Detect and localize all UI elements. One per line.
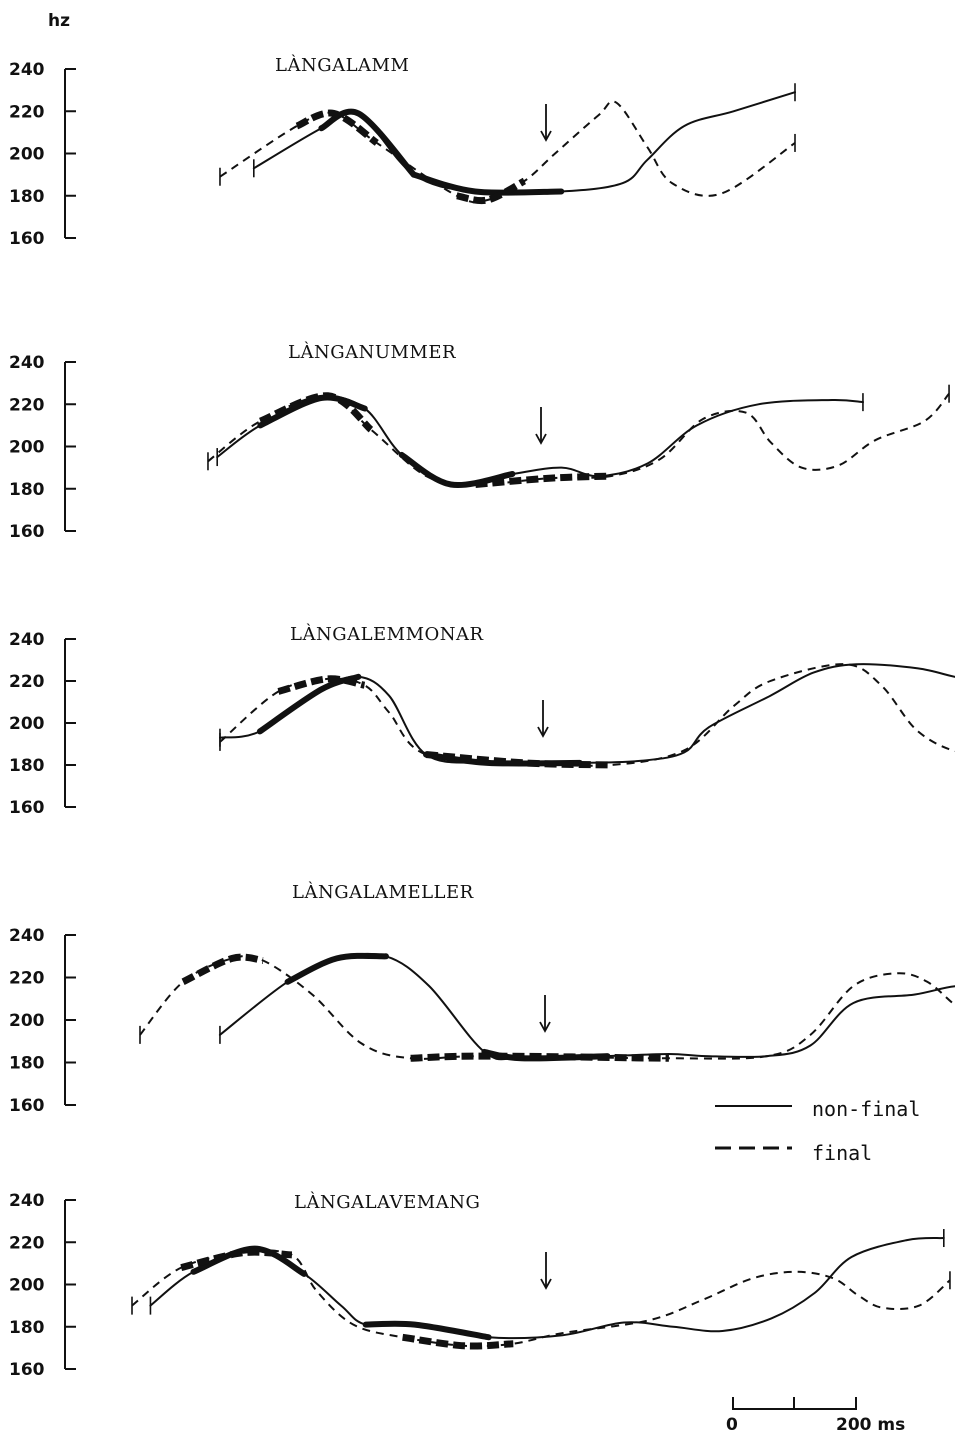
series-final [219, 663, 955, 769]
y-tick-label: 160 [9, 1096, 45, 1116]
stressed-segment [256, 673, 362, 735]
series-line [131, 1249, 951, 1348]
stressed-segment [475, 472, 611, 488]
stressed-segment [425, 751, 611, 769]
y-tick-label: 160 [9, 798, 45, 818]
series-final [219, 100, 796, 205]
y-tick-label: 160 [9, 522, 45, 542]
stressed-segment [284, 952, 389, 985]
time-scale-bar: 0 200 ms [726, 1397, 905, 1433]
word-label: LÀNGALEMMONAR [290, 622, 484, 645]
y-tick-label: 240 [9, 630, 45, 650]
y-tick-label: 180 [9, 187, 45, 207]
scale-bar-end-label: 200 ms [836, 1415, 905, 1433]
stressed-segment [190, 1245, 308, 1277]
series-final [139, 953, 955, 1062]
arrow-head [537, 726, 549, 738]
scale-bar-start-label: 0 [726, 1415, 738, 1433]
arrow-head [535, 433, 547, 445]
series-line [252, 91, 796, 195]
series-line [139, 954, 955, 1060]
y-tick-label: 220 [9, 1233, 45, 1253]
y-tick-label: 200 [9, 145, 45, 165]
arrow-head [540, 130, 552, 142]
y-tick-label: 240 [9, 1191, 45, 1211]
y-tick-label: 220 [9, 969, 45, 989]
y-tick-label: 200 [9, 438, 45, 458]
y-tick-label: 180 [9, 480, 45, 500]
y-tick-label: 200 [9, 714, 45, 734]
panel-2: 240 220 200 180 160 LÀNGANUMMER [9, 340, 950, 542]
stressed-segment [362, 1320, 492, 1341]
stressed-segment [410, 1052, 669, 1062]
panel-4: 240 220 200 180 160 LÀNGALAMELLER [9, 880, 955, 1116]
y-tick-label: 220 [9, 395, 45, 415]
stressed-segment [180, 1248, 293, 1271]
stressed-segment [402, 1333, 514, 1350]
stressed-segment [277, 675, 366, 695]
series-final [207, 384, 950, 488]
stressed-segment [257, 394, 368, 429]
series-nonfinal [218, 952, 955, 1062]
y-tick-label: 200 [9, 1276, 45, 1296]
y-unit-label: hz [48, 11, 70, 31]
legend-nonfinal-label: non-final [812, 1097, 920, 1121]
stressed-segment [318, 108, 417, 178]
y-tick-label: 160 [9, 229, 45, 249]
word-label: LÀNGALAMELLER [292, 880, 474, 903]
y-tick-label: 200 [9, 1011, 45, 1031]
panel-1: 240 220 200 180 160 LÀNGALAMM [9, 53, 796, 249]
word-label: LÀNGANUMMER [288, 340, 456, 363]
y-tick-label: 240 [9, 926, 45, 946]
legend-final-label: final [812, 1141, 872, 1165]
legend: non-final final [715, 1097, 920, 1165]
series-nonfinal [149, 1229, 945, 1341]
y-tick-label: 220 [9, 102, 45, 122]
stressed-segment [398, 451, 516, 489]
stressed-segment [295, 109, 379, 146]
y-tick-label: 220 [9, 672, 45, 692]
word-label: LÀNGALAMM [275, 53, 409, 76]
panel-5: 240 220 200 180 160 LÀNGALAVEMANG [9, 1190, 951, 1380]
stressed-segment [410, 171, 565, 196]
y-tick-label: 180 [9, 1054, 45, 1074]
word-label: LÀNGALAVEMANG [294, 1190, 480, 1213]
series-nonfinal [252, 83, 796, 196]
arrow-head [540, 1278, 552, 1290]
stressed-segment [181, 953, 264, 985]
arrow-head [539, 1021, 551, 1033]
panel-3: 240 220 200 180 160 LÀNGALEMMONAR [9, 622, 955, 818]
y-tick-label: 180 [9, 1318, 45, 1338]
series-line [218, 952, 955, 1061]
y-tick-label: 160 [9, 1360, 45, 1380]
y-tick-label: 240 [9, 60, 45, 80]
series-final [131, 1248, 951, 1350]
y-tick-label: 240 [9, 353, 45, 373]
panels: 240 220 200 180 160 LÀNGALAMM 240 220 200 180 160 L… [9, 53, 955, 1380]
series-line [207, 393, 950, 486]
y-tick-label: 180 [9, 756, 45, 776]
stressed-segment [456, 177, 527, 205]
stressed-segment [258, 392, 374, 433]
